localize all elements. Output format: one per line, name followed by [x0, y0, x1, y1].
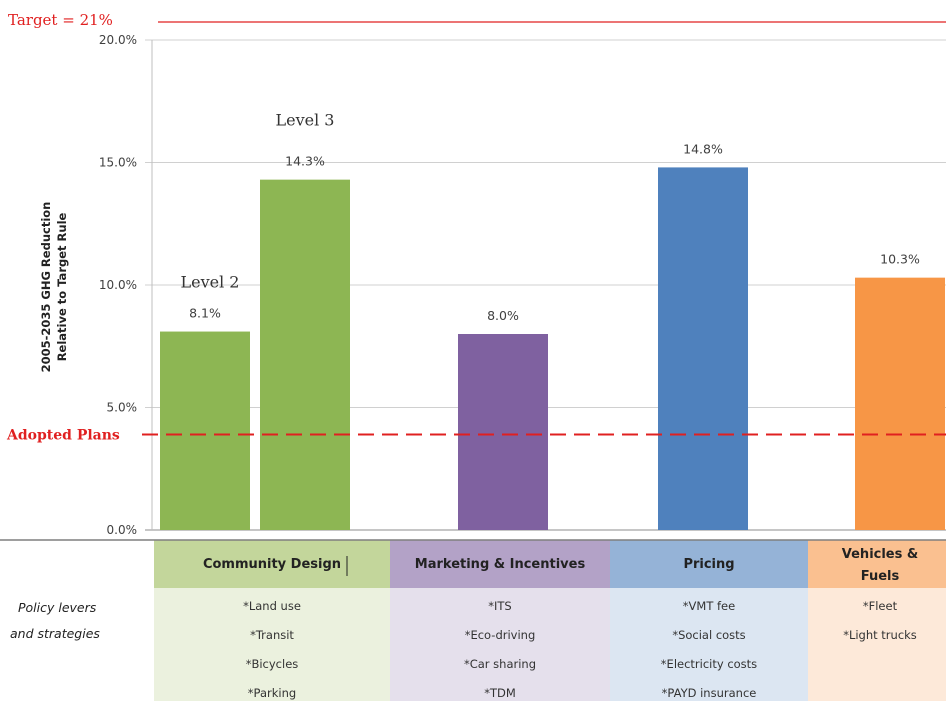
strategy-item: *Electricity costs	[661, 657, 757, 671]
header-bg-pricing	[610, 540, 808, 588]
y-tick-label: 5.0%	[107, 401, 138, 415]
bar	[260, 179, 350, 530]
bars	[160, 167, 945, 530]
category-header-marketing: Marketing & Incentives	[415, 557, 586, 572]
y-tick-label: 10.0%	[99, 278, 137, 292]
strategy-item: *Land use	[243, 599, 301, 613]
strategy-item: *Parking	[248, 686, 296, 700]
y-tick-label: 15.0%	[99, 156, 137, 170]
y-axis-title-line2: Relative to Target Rule	[55, 212, 69, 361]
data-label: 14.3%	[285, 154, 325, 169]
y-axis-title: 2005-2035 GHG Reduction Relative to Targ…	[39, 202, 69, 373]
category-header-vehicles-line1: Vehicles &	[842, 547, 918, 562]
category-header-community-design: Community Design	[203, 557, 341, 572]
body-bg-community	[154, 588, 390, 701]
bar	[855, 277, 945, 530]
y-tick-labels: 0.0% 5.0% 10.0% 15.0% 20.0%	[99, 33, 137, 537]
strategy-item: *Light trucks	[843, 628, 917, 642]
strategy-item: *TDM	[484, 686, 516, 700]
data-labels: 8.1% 14.3% 8.0% 14.8% 10.3%	[189, 141, 920, 323]
data-label: 8.0%	[487, 308, 519, 323]
strategy-item: *VMT fee	[683, 599, 735, 613]
policy-table: Community Design Marketing & Incentives …	[0, 539, 946, 701]
side-label-line2: and strategies	[10, 626, 100, 641]
body-bg-marketing	[390, 588, 610, 701]
bar	[458, 334, 548, 530]
strategy-items: *Land use *Transit *Bicycles *Parking *ITS *E…	[243, 599, 917, 700]
strategy-item: *PAYD insurance	[662, 686, 757, 700]
body-bg-vehicles	[808, 588, 946, 701]
strategy-item: *Car sharing	[464, 657, 536, 671]
data-label: 10.3%	[880, 252, 920, 267]
data-label: 14.8%	[683, 141, 723, 156]
category-header-vehicles-line2: Fuels	[861, 569, 900, 584]
level-2-annotation: Level 2	[181, 273, 240, 292]
body-bg-pricing	[610, 588, 808, 701]
header-bg-marketing	[390, 540, 610, 588]
strategy-item: *Social costs	[672, 628, 745, 642]
strategy-item: *Fleet	[863, 599, 898, 613]
y-tick-label: 20.0%	[99, 33, 137, 47]
target-label: Target = 21%	[8, 11, 113, 29]
header-bg-community	[154, 540, 390, 588]
data-label: 8.1%	[189, 306, 221, 321]
y-axis-title-line1: 2005-2035 GHG Reduction	[39, 202, 53, 373]
bar	[160, 331, 250, 530]
strategy-item: *Bicycles	[246, 657, 299, 671]
strategy-item: *ITS	[488, 599, 511, 613]
strategy-item: *Transit	[250, 628, 294, 642]
strategy-item: *Eco-driving	[465, 628, 536, 642]
category-header-pricing: Pricing	[683, 557, 734, 572]
adopted-plans-label: Adopted Plans	[6, 427, 120, 443]
level-3-annotation: Level 3	[276, 111, 335, 130]
side-label-line1: Policy levers	[18, 600, 97, 615]
header-bg-vehicles	[808, 540, 946, 588]
y-tick-label: 0.0%	[107, 523, 138, 537]
bar	[658, 167, 748, 530]
